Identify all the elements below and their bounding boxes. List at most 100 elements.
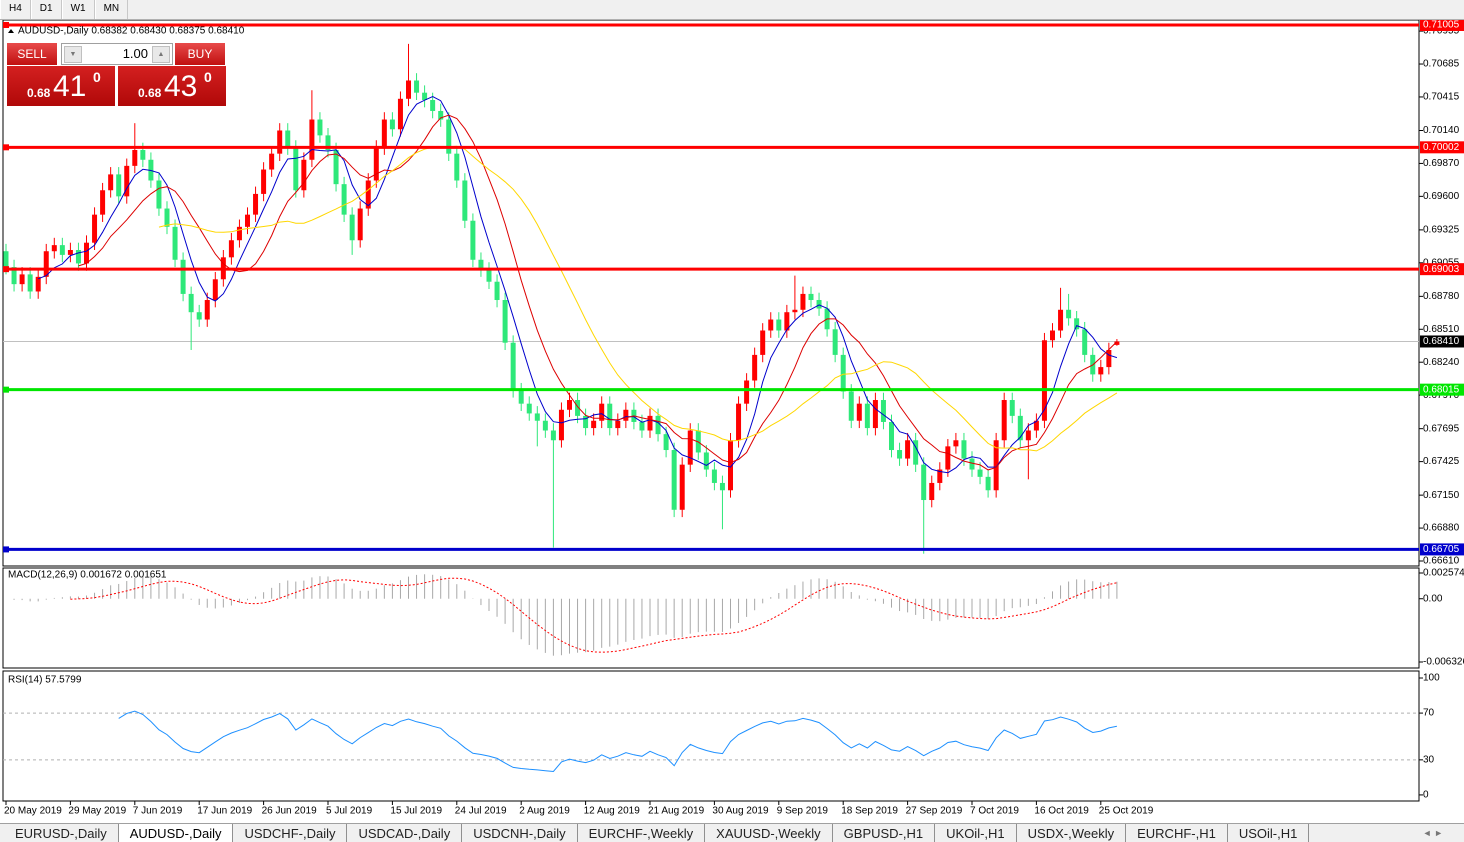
y-tick-label: 30 [1423, 754, 1435, 765]
candle-body [196, 312, 202, 320]
lot-value: 1.00 [122, 46, 148, 61]
price-pip: 0 [204, 69, 212, 85]
candle-body [11, 267, 17, 285]
candle-body [760, 330, 766, 355]
candle-body [993, 440, 999, 491]
x-tick-label: 7 Jun 2019 [133, 806, 183, 817]
candle-body [663, 434, 669, 451]
timeframe-button[interactable]: H4 [0, 0, 31, 19]
x-tick-label: 5 Jul 2019 [326, 806, 373, 817]
candle-body [1098, 367, 1104, 375]
candle-body [736, 403, 742, 441]
candle-body [438, 110, 444, 120]
level-label-bg [1420, 263, 1464, 276]
candle-body [728, 440, 733, 491]
candle-body [494, 281, 500, 301]
moving-average [78, 114, 1118, 471]
candle-body [639, 421, 645, 431]
chart-tab[interactable]: USDX-,Weekly [1017, 824, 1127, 842]
candle-body [510, 342, 516, 391]
candle-body [92, 214, 98, 243]
timeframe-button[interactable]: MN [94, 0, 129, 19]
y-tick-label: 0.002574 [1423, 568, 1464, 579]
candle-body [647, 415, 653, 431]
candle-body [19, 274, 25, 285]
candle-body [1082, 329, 1088, 355]
candle-body [1017, 415, 1023, 441]
buy-price[interactable]: 0.68 43 0 [118, 66, 226, 106]
candle-body [961, 440, 967, 459]
candle-body [1050, 330, 1055, 341]
candle-body [985, 476, 991, 491]
price-pip: 0 [93, 69, 101, 85]
level-handle [3, 546, 9, 553]
lot-input[interactable]: ▼ 1.00 ▲ [61, 43, 173, 65]
y-tick-label: 0.66880 [1423, 523, 1460, 534]
candle-body [51, 245, 57, 252]
candle-body [486, 269, 492, 282]
chart-tab[interactable]: EURUSD-,Daily [4, 824, 119, 842]
candle-body [840, 354, 846, 392]
chart-title: AUDUSD-,Daily 0.68382 0.68430 0.68375 0.… [18, 26, 245, 37]
candle-body [253, 193, 259, 215]
candle-body [1009, 400, 1015, 416]
candle-body [373, 147, 379, 181]
chart-tab[interactable]: XAUUSD-,Weekly [705, 824, 833, 842]
x-tick-label: 18 Sep 2019 [841, 806, 898, 817]
y-tick-label: 0.67695 [1423, 423, 1460, 434]
candle-body [164, 208, 170, 227]
timeframe-button[interactable]: W1 [61, 0, 95, 19]
timeframe-button[interactable]: D1 [30, 0, 62, 19]
level-handle [3, 266, 9, 273]
candle-body [188, 293, 194, 313]
candle-body [784, 312, 790, 331]
chart-tab[interactable]: GBPUSD-,H1 [833, 824, 936, 842]
chart-tab[interactable]: USDCHF-,Daily [233, 824, 348, 842]
candle-body [1041, 340, 1047, 421]
chart-tab[interactable]: USDCNH-,Daily [462, 824, 578, 842]
candle-body [832, 329, 838, 355]
candle-body [422, 92, 428, 101]
candle-body [285, 130, 291, 148]
candle-body [889, 421, 894, 451]
candle-body [1001, 400, 1007, 441]
candle-body [969, 458, 975, 470]
level-label: 0.70002 [1423, 142, 1460, 153]
lot-up[interactable]: ▲ [152, 46, 170, 63]
candle-body [1058, 309, 1064, 331]
candle-body [591, 420, 597, 429]
sell-button[interactable]: SELL [7, 43, 57, 65]
candle-body [132, 150, 138, 166]
candle-body [397, 98, 403, 130]
y-tick-label: -0.006326 [1423, 657, 1464, 668]
sell-price[interactable]: 0.68 41 0 [7, 66, 115, 106]
lot-down[interactable]: ▼ [64, 46, 82, 63]
candle-body [768, 319, 774, 331]
chart-tab[interactable]: AUDUSD-,Daily [118, 824, 234, 842]
y-tick-label: 70 [1423, 708, 1435, 719]
chart-tab[interactable]: UKOil-,H1 [935, 824, 1017, 842]
price-big: 43 [164, 70, 198, 103]
candle-body [905, 440, 911, 459]
buy-button[interactable]: BUY [175, 43, 225, 65]
chart-tab[interactable]: EURCHF-,Weekly [578, 824, 706, 842]
candle-body [108, 174, 114, 191]
candle-body [470, 220, 476, 260]
y-tick-label: 0.00 [1423, 593, 1443, 604]
macd-signal [70, 577, 1118, 653]
candle-body [333, 150, 339, 185]
candle-body [1106, 350, 1112, 368]
chart-tab[interactable]: USDCAD-,Daily [347, 824, 463, 842]
level-handle [3, 386, 9, 393]
candle-body [228, 240, 234, 258]
collapse-icon [8, 29, 14, 33]
moving-average [38, 96, 1118, 474]
candle-body [864, 403, 870, 429]
x-tick-label: 25 Oct 2019 [1099, 806, 1154, 817]
x-tick-label: 21 Aug 2019 [648, 806, 705, 817]
chart-tab[interactable]: EURCHF-,H1 [1126, 824, 1228, 842]
x-tick-label: 9 Sep 2019 [777, 806, 829, 817]
chart-tab[interactable]: USOil-,H1 [1228, 824, 1310, 842]
tab-scroll[interactable]: ◄ ► [1422, 828, 1443, 838]
